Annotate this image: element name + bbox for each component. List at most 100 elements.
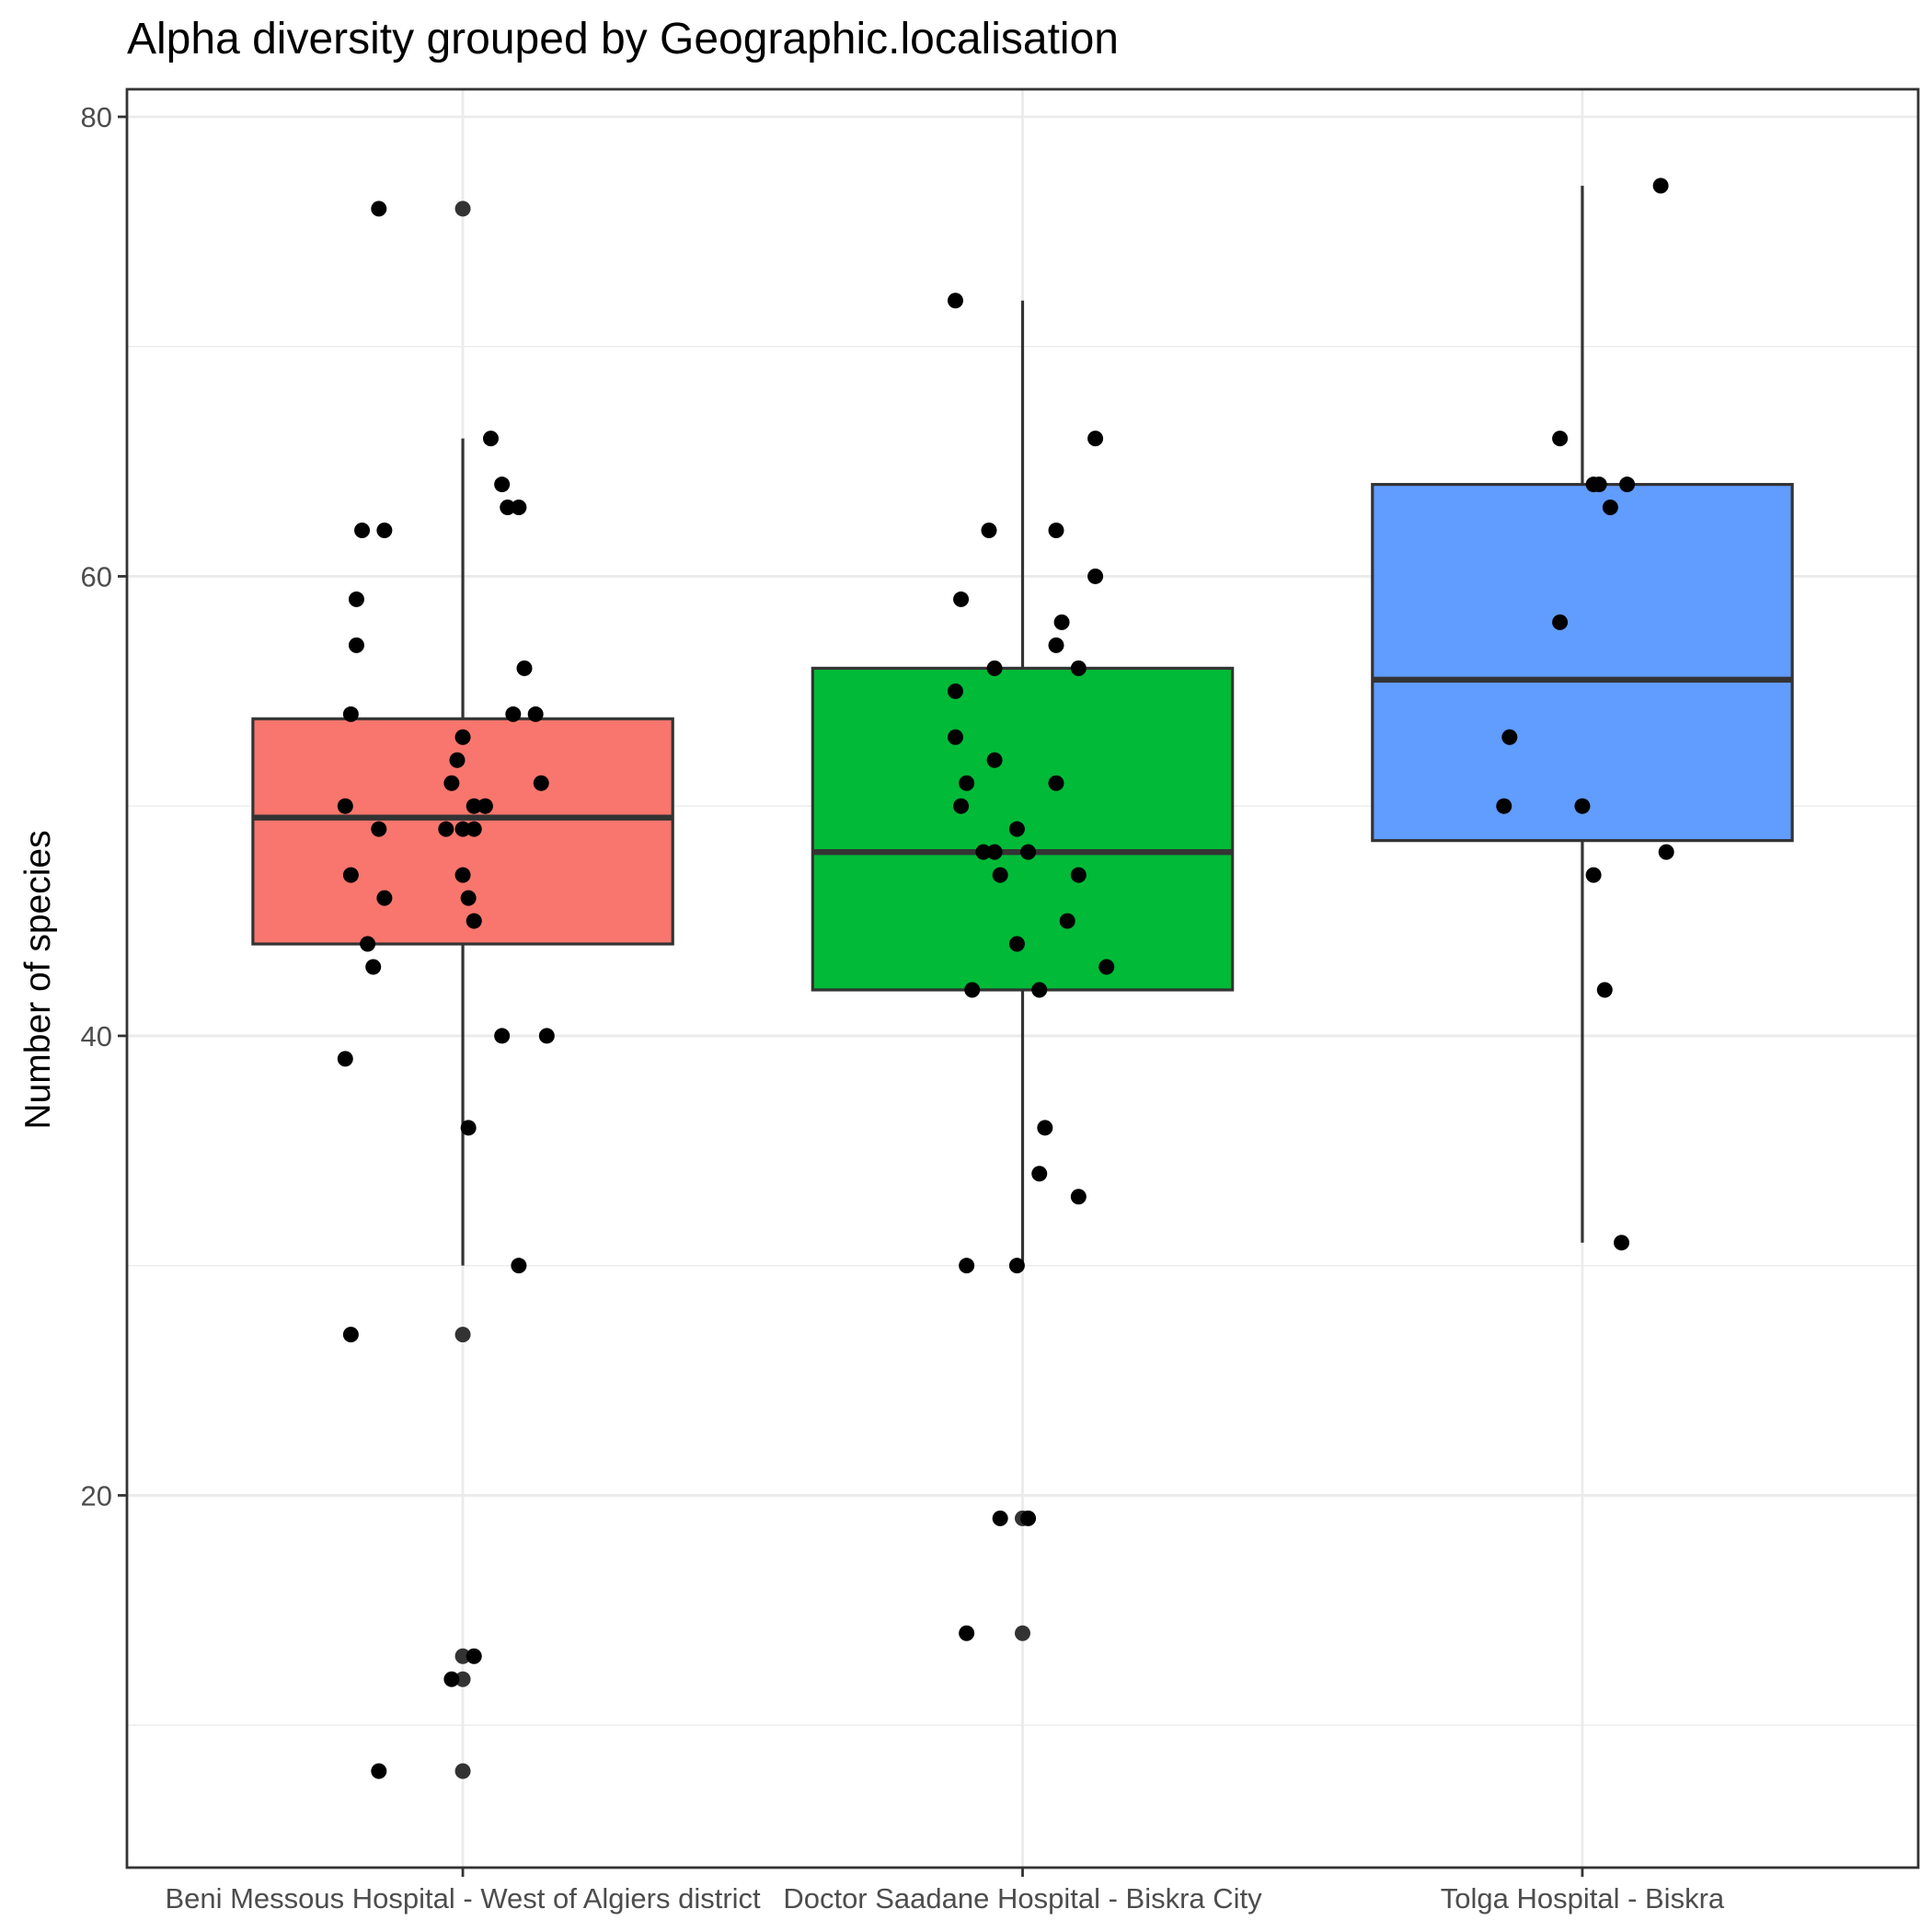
x-tick-label: Doctor Saadane Hospital - Biskra City [783, 1882, 1262, 1915]
data-point [371, 201, 387, 217]
data-point [1008, 821, 1025, 837]
x-tick-label: Tolga Hospital - Biskra [1441, 1882, 1725, 1915]
data-point [443, 1671, 460, 1687]
y-tick-label: 20 [81, 1479, 112, 1512]
outlier-point [454, 201, 471, 217]
data-point [494, 477, 511, 493]
data-point [342, 1327, 359, 1343]
data-point [1053, 614, 1070, 630]
data-point [360, 936, 376, 952]
plot-area: 20 40 60 80 Beni Messous Hospital - West of … [81, 87, 1920, 1915]
data-point [376, 523, 393, 539]
y-tick-label: 80 [81, 101, 112, 133]
data-point [533, 775, 549, 791]
data-point [1008, 936, 1025, 952]
data-point [953, 591, 970, 607]
data-point [1596, 982, 1613, 998]
data-point [964, 982, 981, 998]
data-point [511, 1258, 527, 1274]
data-point [342, 867, 359, 883]
data-point [466, 1648, 482, 1664]
data-point [511, 500, 527, 516]
data-point [1585, 867, 1602, 883]
x-tick-label: Beni Messous Hospital - West of Algiers … [165, 1882, 761, 1915]
data-point [538, 1028, 555, 1044]
data-point [1652, 178, 1669, 194]
data-point [494, 1028, 511, 1044]
data-point [527, 706, 544, 722]
data-point [975, 844, 992, 860]
data-point [337, 798, 353, 814]
data-point [1048, 523, 1064, 539]
data-point [482, 431, 499, 447]
data-point [1008, 1258, 1025, 1274]
data-point [454, 867, 471, 883]
data-point [1031, 1166, 1048, 1182]
data-point [981, 523, 997, 539]
data-point [460, 1120, 477, 1136]
data-point [371, 1763, 387, 1779]
data-point [1070, 1189, 1087, 1205]
data-point [342, 706, 359, 722]
data-point [348, 591, 364, 607]
data-point [505, 706, 522, 722]
data-point [947, 683, 963, 699]
data-point [348, 637, 364, 653]
data-point [337, 1051, 353, 1067]
data-point [1658, 844, 1674, 860]
data-point [1037, 1120, 1053, 1136]
data-point [516, 660, 533, 676]
data-point [466, 821, 482, 837]
data-point [438, 821, 454, 837]
outlier-point [454, 1763, 471, 1779]
y-axis-label: Number of species [18, 830, 58, 1129]
data-point [376, 890, 393, 906]
data-point [454, 821, 471, 837]
data-point [992, 1510, 1008, 1526]
data-point [986, 752, 1003, 768]
data-point [454, 729, 471, 745]
data-point [1087, 431, 1104, 447]
data-point [1619, 477, 1636, 493]
y-tick-label: 40 [81, 1020, 112, 1052]
data-point [992, 867, 1008, 883]
data-point [1552, 431, 1569, 447]
data-point [1059, 913, 1075, 929]
data-point [443, 775, 460, 791]
data-point [1087, 568, 1104, 584]
data-point [953, 798, 970, 814]
data-point [1501, 729, 1518, 745]
data-point [449, 752, 466, 768]
data-point [1070, 867, 1087, 883]
data-point [1048, 775, 1064, 791]
data-point [371, 821, 387, 837]
data-point [1048, 637, 1064, 653]
data-point [1602, 500, 1618, 516]
outlier-point [1015, 1625, 1030, 1641]
data-point [1496, 798, 1512, 814]
data-point [466, 913, 482, 929]
data-point [1552, 614, 1569, 630]
data-point [1098, 959, 1115, 975]
data-point [460, 890, 477, 906]
data-point [477, 798, 493, 814]
data-point [1574, 798, 1591, 814]
data-point [466, 798, 482, 814]
box-body [1371, 482, 1794, 843]
data-point [365, 959, 382, 975]
outlier-point [454, 1671, 471, 1687]
y-tick-label: 60 [81, 560, 112, 592]
data-point [1614, 1235, 1630, 1251]
data-point [1020, 1510, 1037, 1526]
data-point [1070, 660, 1087, 676]
outlier-point [454, 1648, 471, 1664]
data-point [947, 729, 963, 745]
data-point [959, 1625, 975, 1641]
data-point [1031, 982, 1048, 998]
chart-title: Alpha diversity grouped by Geographic.lo… [127, 15, 1119, 63]
data-point [986, 660, 1003, 676]
data-point [1591, 477, 1607, 493]
data-point [1020, 844, 1037, 860]
data-point [947, 293, 963, 309]
